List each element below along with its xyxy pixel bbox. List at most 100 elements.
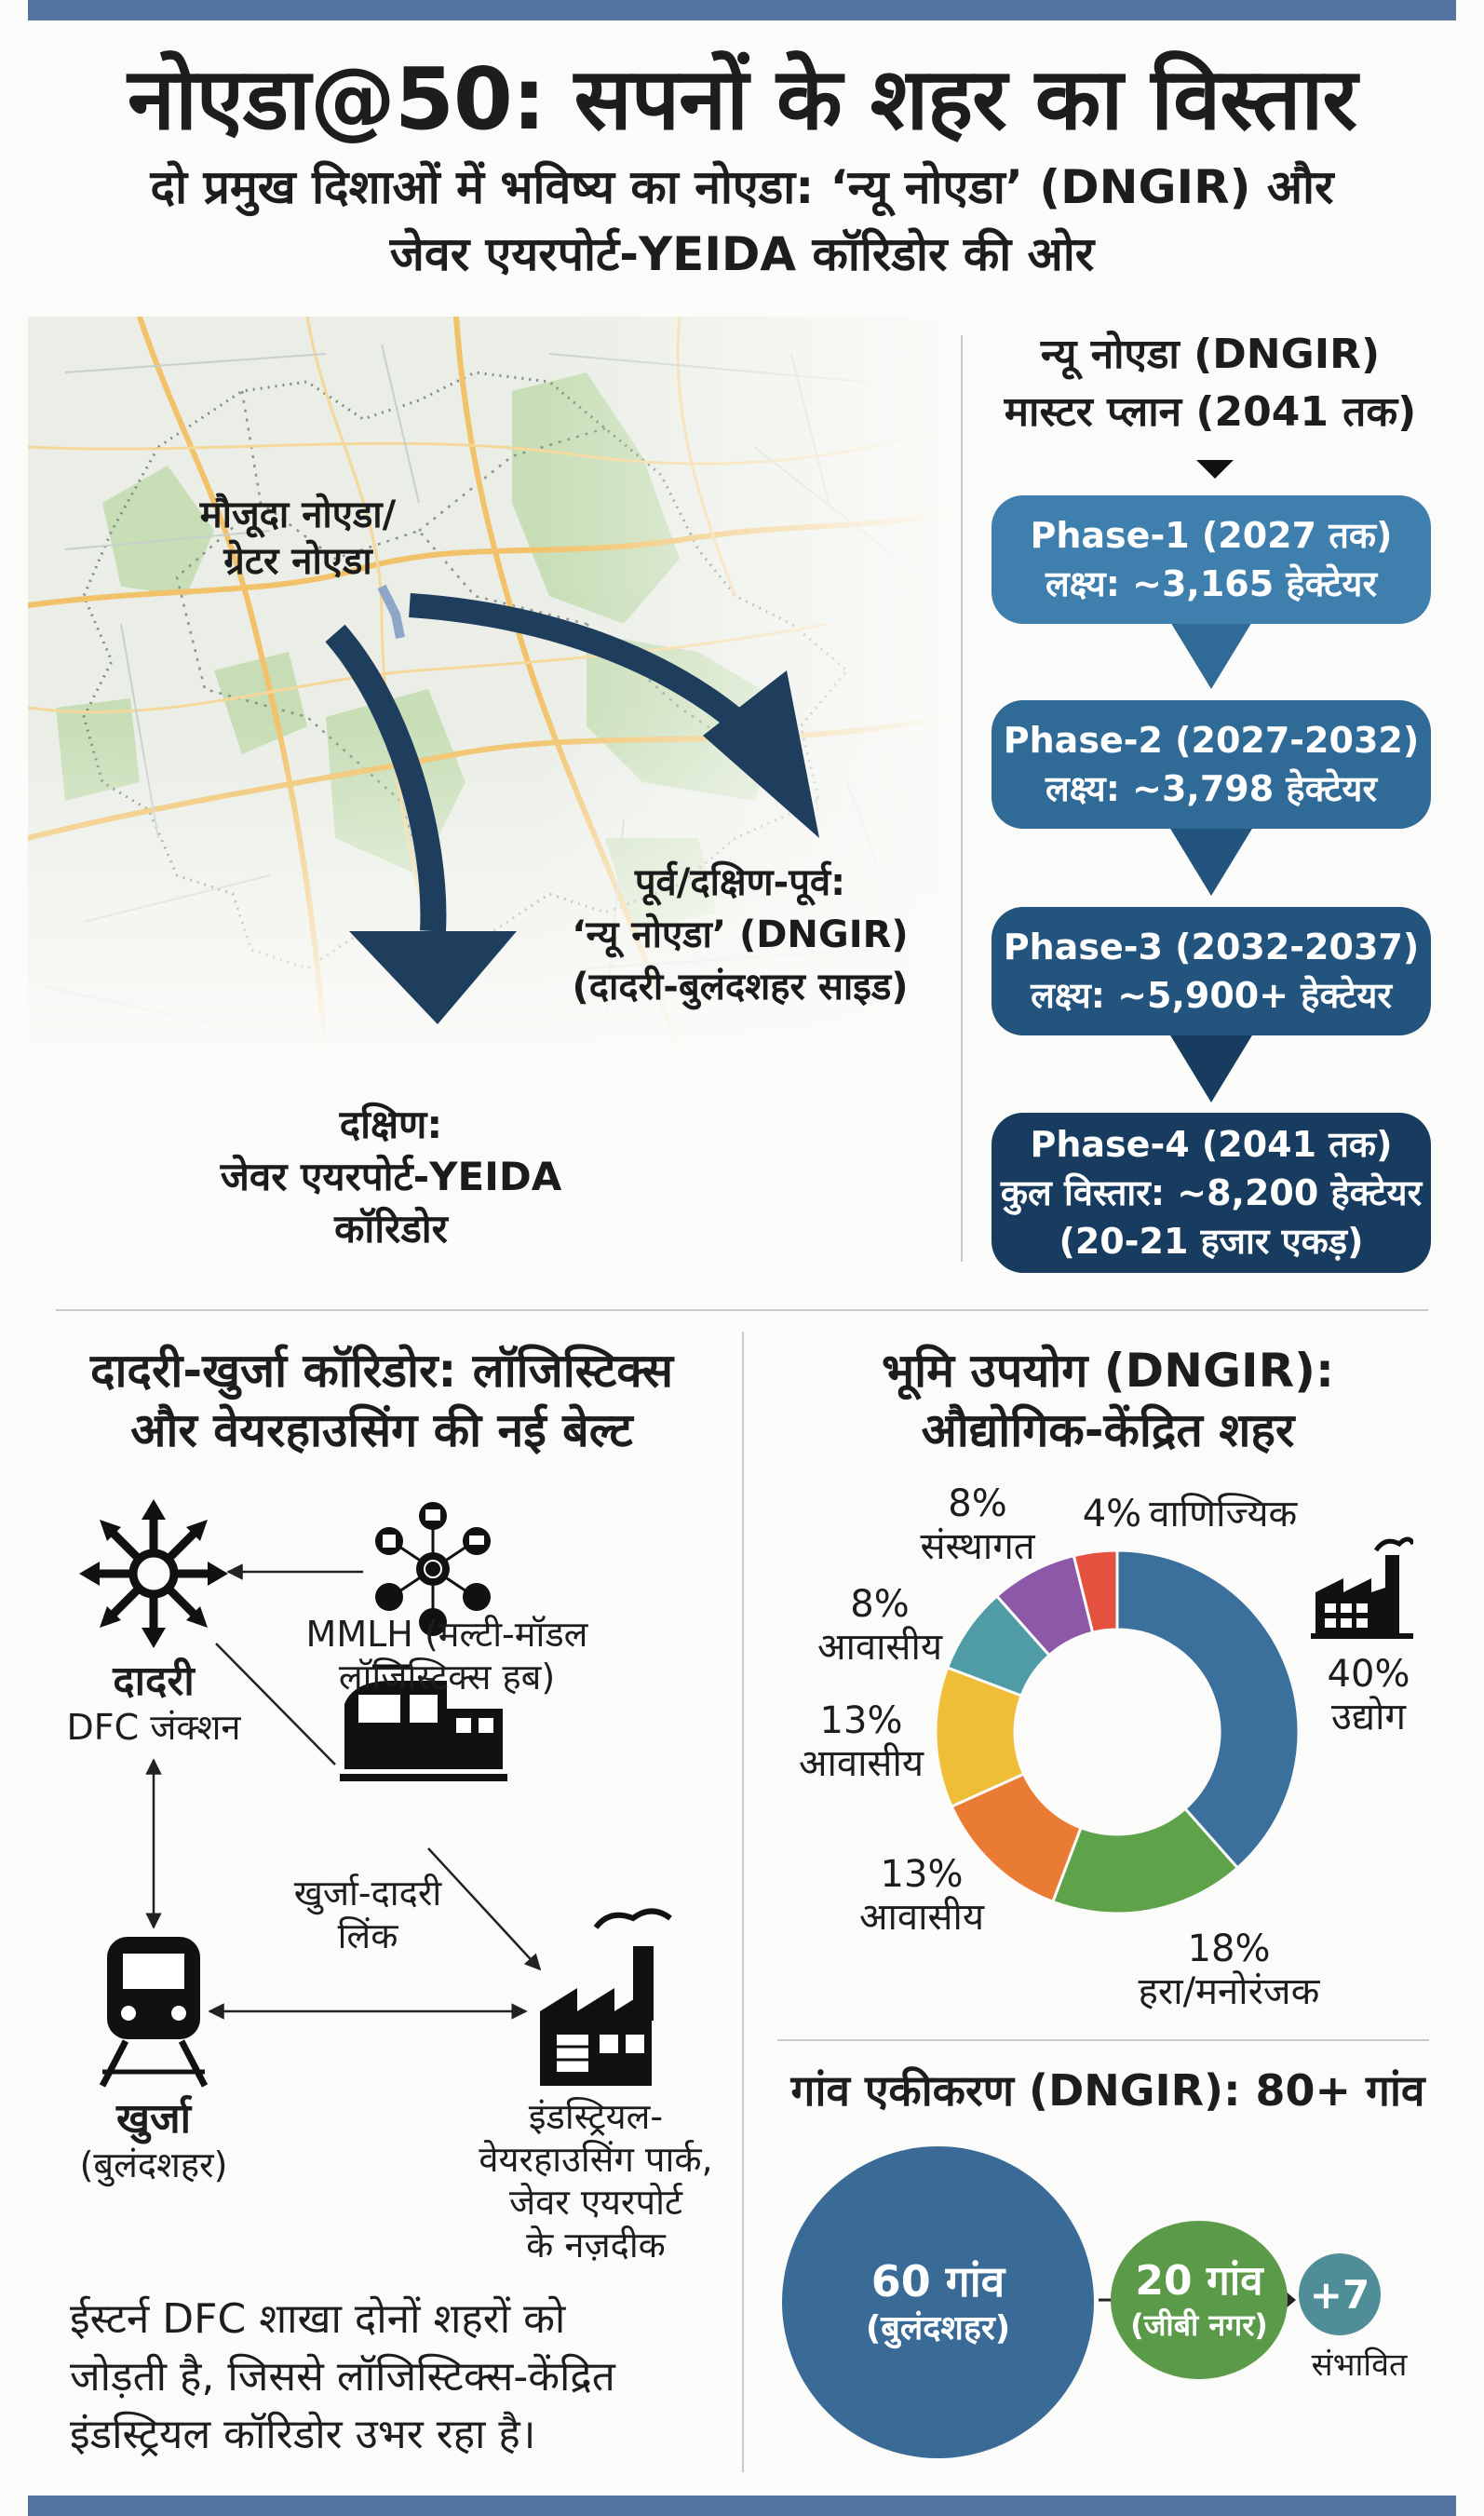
- land-use-divider: [777, 2039, 1429, 2041]
- connector-arrow: [1285, 2291, 1296, 2309]
- hub-arrowheads: [79, 1499, 228, 1648]
- south-direction-line-2: जेवर एयरपोर्ट-YEIDA: [220, 1154, 562, 1199]
- khurja-name: खुर्जा: [115, 2095, 192, 2143]
- slice-pct: 8%: [948, 1482, 1007, 1525]
- south-direction-line-1: दक्षिण:: [339, 1102, 443, 1147]
- link-park-arrow: [427, 1847, 542, 1971]
- land-use-title-line-1: भूमि उपयोग (DNGIR):: [882, 1344, 1334, 1398]
- corridor-title: दादरी-खुर्जा कॉरिडोर: लॉजिस्टिक्स और वेय…: [37, 1341, 726, 1460]
- east-direction-line-2: ‘न्यू नोएडा’ (DNGIR): [572, 913, 909, 956]
- dadri-node: दादरी DFC जंक्शन: [37, 1657, 270, 1749]
- phase-3-card: Phase-3 (2032-2037) लक्ष्य: ~5,900+ हेक्…: [992, 907, 1431, 1035]
- current-noida-line-1: मौजूदा नोएडा/: [199, 494, 397, 536]
- page-title: नोएडा@50: सपनों के शहर का विस्तार: [128, 49, 1357, 149]
- mid-bubble-count: 20 गांव: [1135, 2257, 1263, 2305]
- middle-divider: [56, 1309, 1428, 1311]
- bottom-divider: [742, 1332, 744, 2472]
- slice-name: संस्थागत: [920, 1525, 1035, 1568]
- donut-slice-6: [1072, 1549, 1119, 1635]
- south-arrow-head: [349, 931, 517, 1024]
- current-noida-label: मौजूदा नोएडा/ ग्रेटर नोएडा: [140, 492, 456, 585]
- link-line-2: लिंक: [337, 1915, 398, 1956]
- phase-1-target: लक्ष्य: ~3,165 हेक्टेयर: [1045, 563, 1378, 604]
- slice-label-residential-3: 13% आवासीय: [838, 1853, 1005, 1939]
- industry-factory-icon: [1311, 1536, 1413, 1639]
- corridor-note-line-3: इंडस्ट्रियल कॉरिडोर उभर रहा है।: [70, 2411, 536, 2458]
- metro-train-icon: [99, 1937, 209, 2088]
- park-line-4: के नज़दीक: [526, 2225, 666, 2266]
- subtitle-line-1: दो प्रमुख दिशाओं में भविष्य का नोएडा: ‘न…: [150, 160, 1334, 214]
- bulandshahr-villages-bubble: 60 गांव (बुलंदशहर): [782, 2146, 1094, 2458]
- corridor-diagram: [79, 1499, 672, 2088]
- east-direction-line-1: पूर्व/दक्षिण-पूर्व:: [634, 861, 846, 904]
- land-use-donut-chart: [934, 1549, 1301, 1915]
- phase-4-title: Phase-4 (2041 तक): [1030, 1124, 1393, 1165]
- slice-pct: 40%: [1327, 1653, 1410, 1696]
- slice-name: आवासीय: [798, 1742, 924, 1785]
- bottom-bar: [28, 2496, 1456, 2516]
- villages-title: गांव एकीकरण (DNGIR): 80+ गांव: [790, 2065, 1425, 2116]
- phase-connector-3: [1165, 1026, 1258, 1102]
- south-direction-label: दक्षिण: जेवर एयरपोर्ट-YEIDA कॉरिडोर: [158, 1099, 624, 1255]
- subtitle-line-2: जेवर एयरपोर्ट-YEIDA कॉरिडोर की ओर: [389, 227, 1095, 281]
- big-bubble-count: 60 गांव: [870, 2255, 1005, 2306]
- link-node: खुर्जा-दादरी लिंक: [247, 1872, 489, 1957]
- slice-pct: 18%: [1187, 1928, 1271, 1970]
- top-divider: [961, 335, 963, 1262]
- phase-2-title: Phase-2 (2027-2032): [1003, 720, 1420, 761]
- east-direction-label: पूर्व/दक्षिण-पूर्व: ‘न्यू नोएडा’ (DNGIR)…: [521, 857, 959, 1013]
- page-subtitle: दो प्रमुख दिशाओं में भविष्य का नोएडा: ‘न…: [0, 154, 1484, 288]
- land-use-title: भूमि उपयोग (DNGIR): औद्योगिक-केंद्रित शह…: [763, 1341, 1452, 1460]
- corridor-note: ईस्टर्न DFC शाखा दोनों शहरों को जोड़ती ह…: [70, 2291, 740, 2464]
- corridor-note-line-2: जोड़ती है, जिससे लॉजिस्टिक्स-केंद्रित: [70, 2353, 615, 2401]
- top-bar: [28, 0, 1456, 20]
- phase-1-card: Phase-1 (2027 तक) लक्ष्य: ~3,165 हेक्टेय…: [992, 495, 1431, 624]
- phase-2-card: Phase-2 (2027-2032) लक्ष्य: ~3,798 हेक्ट…: [992, 700, 1431, 829]
- factory-icon: [540, 1908, 672, 2086]
- logistics-hub-icon: [375, 1502, 491, 1636]
- park-line-1: इंडस्ट्रियल-: [528, 2096, 664, 2137]
- khurja-node: खुर्जा (बुलंदशहर): [37, 2095, 270, 2186]
- phase-2-target: लक्ष्य: ~3,798 हेक्टेयर: [1045, 768, 1378, 809]
- potential-villages-label: संभावित: [1311, 2347, 1408, 2384]
- phase-4-card: Phase-4 (2041 तक) कुल विस्तार: ~8,200 हे…: [992, 1113, 1431, 1273]
- master-plan-title-line-1: न्यू नोएडा (DNGIR): [1040, 331, 1381, 378]
- mmlh-line-2: लॉजिस्टिक्स हब): [338, 1657, 556, 1698]
- slice-name: आवासीय: [816, 1626, 943, 1669]
- east-direction-line-3: (दादरी-बुलंदशहर साइड): [572, 966, 909, 1008]
- corridor-title-line-2: और वेयरहाउसिंग की नई बेल्ट: [130, 1403, 633, 1457]
- slice-pct: 13%: [819, 1699, 903, 1742]
- map-fade-bottom: [28, 317, 950, 1052]
- big-bubble-label: (बुलंदशहर): [865, 2308, 1011, 2347]
- donut-slice-0: [1115, 1549, 1301, 1871]
- slice-name: हरा/मनोरंजक: [1138, 1970, 1320, 2013]
- master-plan-title-line-2: मास्टर प्लान (2041 तक): [1004, 388, 1417, 436]
- slice-label-commercial: 4% वाणिज्यिक: [1069, 1493, 1311, 1535]
- park-line-2: वेयरहाउसिंग पार्क,: [479, 2139, 713, 2180]
- slice-name: उद्योग: [1331, 1696, 1406, 1738]
- slice-label-residential-1: 8% आवासीय: [796, 1583, 964, 1669]
- dadri-subtitle: DFC जंक्शन: [66, 1707, 241, 1748]
- land-use-title-line-2: औद्योगिक-केंद्रित शहर: [921, 1403, 1295, 1457]
- mmlh-node: MMLH (मल्टी-मॉडल लॉजिस्टिक्स हब): [270, 1613, 624, 1698]
- park-line-3: जेवर एयरपोर्ट: [508, 2182, 683, 2223]
- slice-label-green: 18% हरा/मनोरंजक: [1108, 1928, 1350, 2013]
- slice-pct: 13%: [880, 1853, 964, 1896]
- noida-map: [28, 317, 950, 1052]
- slice-pct: 4%: [1082, 1493, 1142, 1535]
- phase-4-acres: (20-21 हजार एकड़): [1059, 1221, 1364, 1262]
- train-icon: [340, 1664, 507, 1781]
- master-plan-pointer: [1196, 460, 1234, 479]
- phase-3-title: Phase-3 (2032-2037): [1003, 927, 1420, 967]
- south-direction-line-3: कॉरिडोर: [334, 1206, 448, 1251]
- slice-label-residential-2: 13% आवासीय: [777, 1699, 945, 1785]
- slice-label-institutional: 8% संस्थागत: [894, 1482, 1061, 1568]
- khurja-subtitle: (बुलंदशहर): [79, 2144, 228, 2185]
- phase-connector-1: [1165, 613, 1258, 689]
- current-noida-line-2: ग्रेटर नोएडा: [223, 540, 372, 583]
- master-plan-title: न्यू नोएडा (DNGIR) मास्टर प्लान (2041 तक…: [968, 326, 1452, 441]
- corridor-title-line-1: दादरी-खुर्जा कॉरिडोर: लॉजिस्टिक्स: [89, 1344, 674, 1398]
- phase-4-target: कुल विस्तार: ~8,200 हेक्टेयर: [1000, 1172, 1423, 1213]
- donut-slice-1: [1050, 1806, 1240, 1915]
- phase-3-target: लक्ष्य: ~5,900+ हेक्टेयर: [1031, 975, 1392, 1016]
